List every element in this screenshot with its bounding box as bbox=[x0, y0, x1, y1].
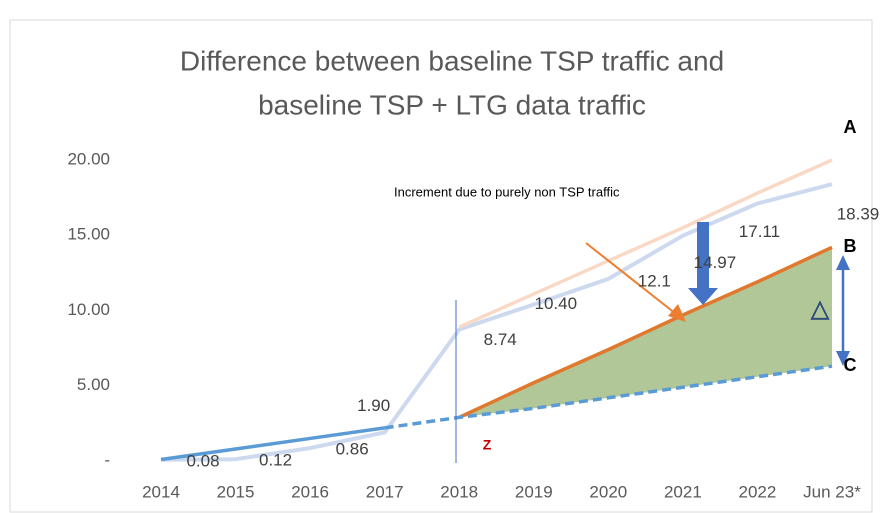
series-end-label: B bbox=[844, 236, 857, 256]
chart-title: Difference between baseline TSP traffic … bbox=[180, 45, 724, 76]
data-label: 18.39 bbox=[837, 205, 880, 224]
x-tick-label: 2016 bbox=[291, 482, 329, 501]
x-tick-label: 2021 bbox=[664, 482, 702, 501]
x-tick-label: 2022 bbox=[739, 482, 777, 501]
annotation-arrowhead bbox=[668, 304, 686, 322]
y-tick-label: 15.00 bbox=[67, 225, 110, 244]
y-tick-label: 20.00 bbox=[67, 149, 110, 168]
data-label: 8.74 bbox=[484, 330, 517, 349]
y-tick-label: 10.00 bbox=[67, 300, 110, 319]
x-tick-label: 2019 bbox=[515, 482, 553, 501]
annotation: Z bbox=[483, 437, 492, 453]
series-line bbox=[458, 245, 833, 419]
data-label: 0.86 bbox=[336, 440, 369, 459]
x-tick-label: 2020 bbox=[589, 482, 627, 501]
down-arrow bbox=[688, 222, 718, 305]
double-arrowhead bbox=[836, 351, 850, 366]
data-label: 14.97 bbox=[694, 253, 737, 272]
double-arrowhead bbox=[836, 255, 850, 270]
series-line bbox=[160, 182, 833, 462]
chart-title: baseline TSP + LTG data traffic bbox=[258, 89, 646, 120]
data-label: 12.1 bbox=[638, 271, 671, 290]
data-label: 1.90 bbox=[357, 396, 390, 415]
series-end-label: A bbox=[844, 117, 857, 137]
data-label: 0.12 bbox=[259, 451, 292, 470]
x-tick-label: 2018 bbox=[440, 482, 478, 501]
data-label: 17.11 bbox=[739, 222, 780, 241]
series-line bbox=[160, 426, 385, 462]
x-tick-label: 2014 bbox=[142, 482, 180, 501]
data-label: 10.40 bbox=[535, 294, 578, 313]
series-line bbox=[384, 364, 833, 430]
annotation-arrow bbox=[585, 242, 677, 315]
chart-border bbox=[9, 19, 873, 513]
series-line bbox=[458, 158, 833, 329]
series-end-label: C bbox=[844, 355, 857, 375]
x-tick-label: 2015 bbox=[217, 482, 255, 501]
y-tick-label: 5.00 bbox=[77, 375, 110, 394]
data-label: 0.08 bbox=[186, 451, 219, 470]
x-tick-label: 2017 bbox=[366, 482, 404, 501]
annotation: Increment due to purely non TSP traffic bbox=[394, 184, 620, 199]
x-tick-label: Jun 23* bbox=[803, 482, 861, 501]
delta-symbol: △ bbox=[811, 295, 830, 322]
y-tick-label: - bbox=[104, 450, 110, 469]
